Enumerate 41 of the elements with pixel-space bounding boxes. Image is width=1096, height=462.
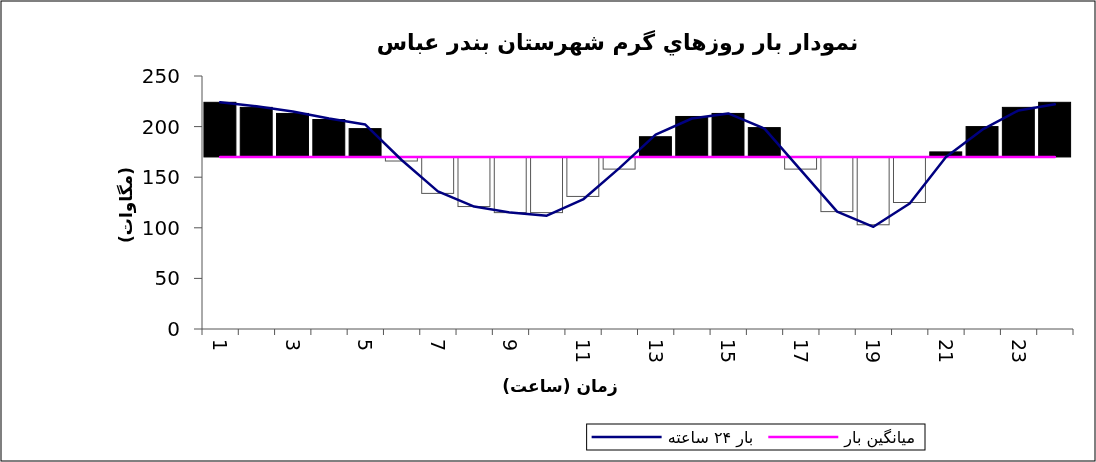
x-tick-label: 11 bbox=[572, 339, 595, 364]
x-tick-label: 23 bbox=[1007, 339, 1030, 364]
y-tick-label: 200 bbox=[141, 114, 180, 139]
x-tick-label: 5 bbox=[354, 339, 377, 352]
bar bbox=[530, 156, 564, 214]
bar bbox=[457, 156, 491, 208]
x-tick-label: 7 bbox=[426, 339, 449, 352]
bar bbox=[820, 156, 854, 213]
y-tick-label: 150 bbox=[141, 165, 180, 190]
y-axis-title: (مگاوات) bbox=[116, 167, 137, 243]
x-tick-label: 17 bbox=[789, 339, 812, 364]
bar bbox=[892, 156, 926, 203]
bar bbox=[1038, 101, 1072, 158]
bar bbox=[566, 156, 600, 197]
x-tick-label: 15 bbox=[717, 339, 740, 364]
bar bbox=[312, 119, 346, 158]
bar bbox=[711, 112, 745, 158]
bar bbox=[421, 156, 455, 194]
line-series bbox=[218, 101, 1057, 229]
bar bbox=[856, 156, 890, 226]
legend-label: بار ۲۴ ساعته bbox=[667, 428, 754, 448]
x-tick-label: 9 bbox=[499, 339, 522, 352]
x-axis-title: زمان (ساعت) bbox=[502, 376, 618, 396]
chart-title: نمودار بار روزهاي گرم شهرستان بندر عباس bbox=[376, 29, 859, 56]
y-tick-label: 50 bbox=[154, 266, 180, 291]
bar bbox=[348, 128, 382, 158]
bar bbox=[276, 112, 309, 158]
x-tick-label: 21 bbox=[934, 339, 957, 364]
bar bbox=[239, 106, 273, 158]
y-tick-label: 250 bbox=[141, 64, 180, 88]
legend-label: میانگین بار bbox=[843, 428, 915, 448]
y-tick-label: 0 bbox=[167, 317, 180, 341]
x-tick-label: 19 bbox=[862, 339, 885, 364]
x-tick-label: 1 bbox=[209, 339, 232, 352]
x-tick-label: 13 bbox=[644, 339, 667, 364]
y-tick-label: 100 bbox=[141, 215, 180, 240]
bar bbox=[675, 115, 709, 158]
bar bbox=[1001, 106, 1035, 158]
x-tick-label: 3 bbox=[281, 339, 304, 352]
bar bbox=[493, 156, 527, 214]
bar bbox=[203, 101, 237, 158]
